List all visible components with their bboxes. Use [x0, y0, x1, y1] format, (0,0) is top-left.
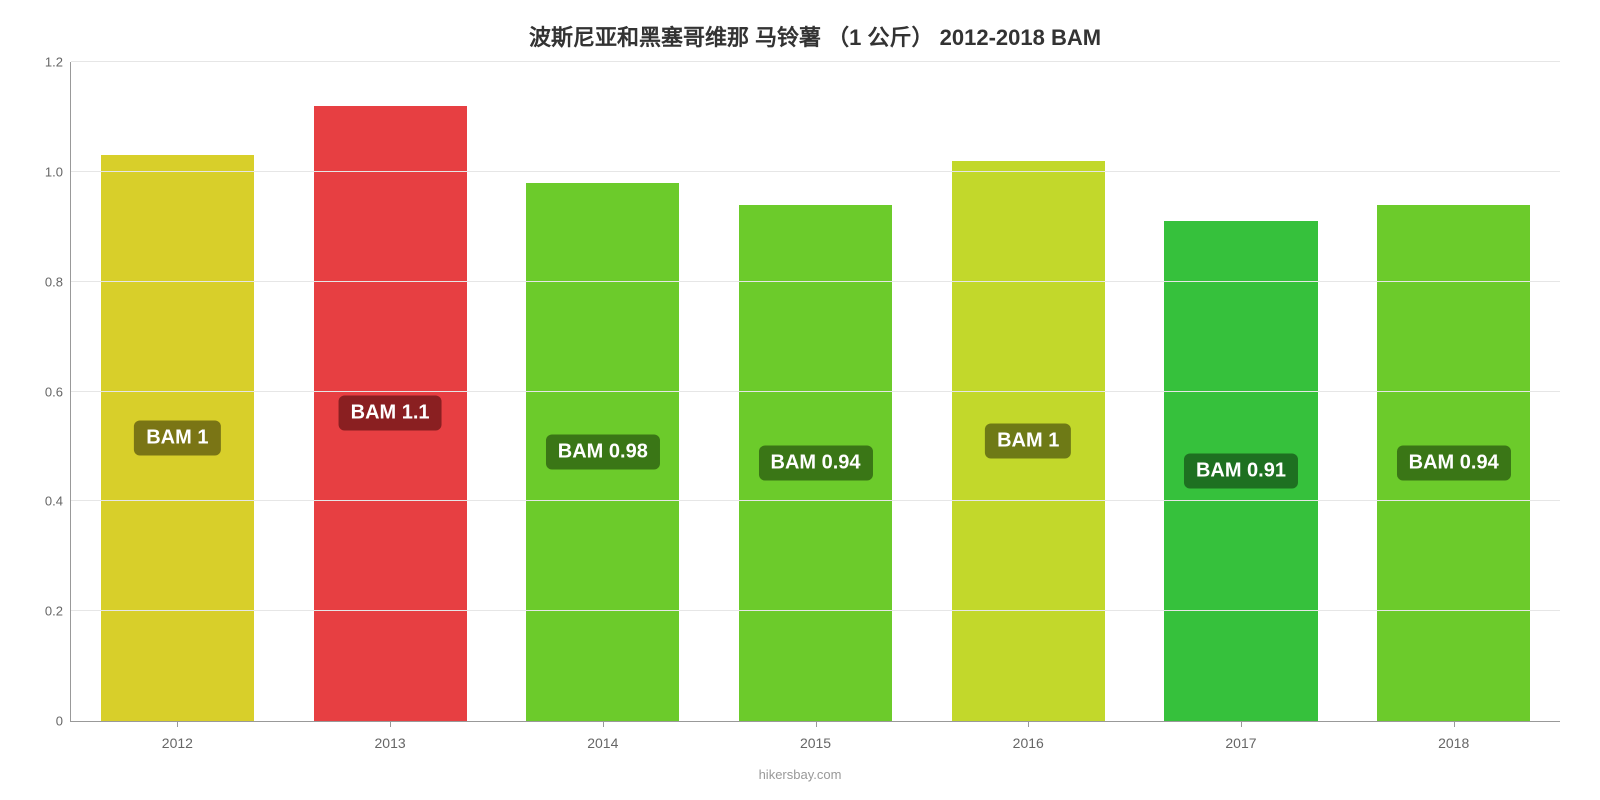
gridline [71, 391, 1560, 392]
chart-title: 波斯尼亚和黑塞哥维那 马铃薯 （1 公斤） 2012-2018 BAM [70, 20, 1560, 52]
bar-value-label: BAM 0.91 [1184, 454, 1298, 489]
bar-value-label: BAM 1 [134, 421, 220, 456]
gridline [71, 281, 1560, 282]
ytick-label: 0.4 [45, 494, 71, 509]
bar-slot: BAM 12016 [922, 62, 1135, 721]
xtick-label: 2013 [375, 721, 406, 751]
xtick-label: 2018 [1438, 721, 1469, 751]
xtick-label: 2012 [162, 721, 193, 751]
bar-value-label: BAM 1 [985, 423, 1071, 458]
gridline [71, 500, 1560, 501]
bar-slot: BAM 0.912017 [1135, 62, 1348, 721]
ytick-label: 1.2 [45, 55, 71, 70]
bar-value-label: BAM 0.94 [759, 445, 873, 480]
bar-slot: BAM 0.942015 [709, 62, 922, 721]
xtick-label: 2015 [800, 721, 831, 751]
bar: BAM 0.94 [739, 205, 892, 721]
ytick-label: 0.6 [45, 384, 71, 399]
bar-slot: BAM 0.942018 [1347, 62, 1560, 721]
bar: BAM 0.91 [1164, 221, 1317, 721]
bar-slot: BAM 1.12013 [284, 62, 497, 721]
bar: BAM 0.98 [526, 183, 679, 721]
ytick-label: 1.0 [45, 164, 71, 179]
bar: BAM 1.1 [314, 106, 467, 721]
bar-value-label: BAM 1.1 [339, 396, 442, 431]
ytick-label: 0.2 [45, 604, 71, 619]
xtick-label: 2016 [1013, 721, 1044, 751]
chart-container: 波斯尼亚和黑塞哥维那 马铃薯 （1 公斤） 2012-2018 BAM BAM … [0, 0, 1600, 800]
bar-value-label: BAM 0.94 [1397, 445, 1511, 480]
gridline [71, 61, 1560, 62]
bar-slot: BAM 0.982014 [496, 62, 709, 721]
xtick-label: 2014 [587, 721, 618, 751]
bar-value-label: BAM 0.98 [546, 434, 660, 469]
ytick-label: 0 [56, 714, 71, 729]
gridline [71, 171, 1560, 172]
bar-slot: BAM 12012 [71, 62, 284, 721]
bar: BAM 0.94 [1377, 205, 1530, 721]
bar: BAM 1 [101, 155, 254, 721]
attribution-text: hikersbay.com [0, 767, 1600, 782]
xtick-label: 2017 [1225, 721, 1256, 751]
bar: BAM 1 [952, 161, 1105, 721]
ytick-label: 0.8 [45, 274, 71, 289]
plot-area: BAM 12012BAM 1.12013BAM 0.982014BAM 0.94… [70, 62, 1560, 722]
bars-group: BAM 12012BAM 1.12013BAM 0.982014BAM 0.94… [71, 62, 1560, 721]
gridline [71, 610, 1560, 611]
